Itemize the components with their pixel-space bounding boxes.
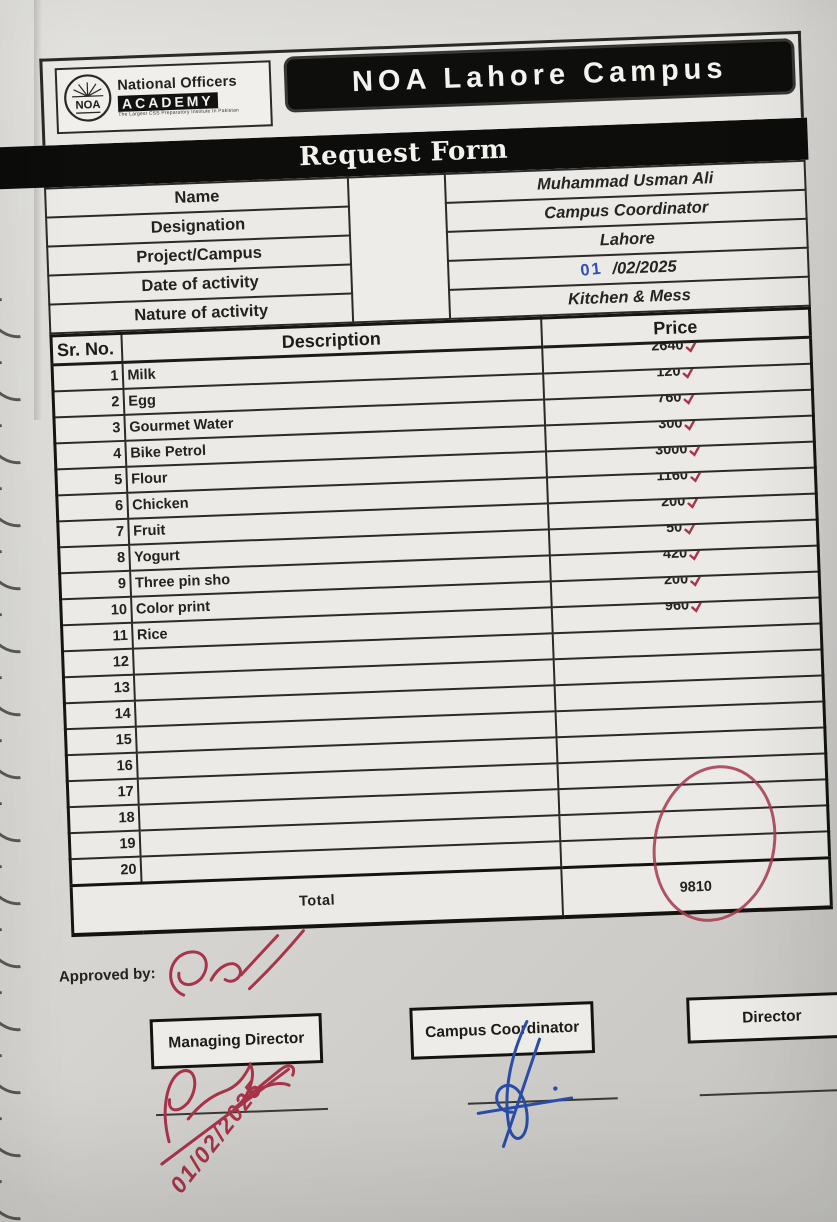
director-signature-line — [699, 1088, 837, 1097]
item-sr-no: 3 — [53, 414, 125, 444]
spiral-mark — [0, 793, 42, 851]
item-sr-no: 5 — [55, 466, 127, 496]
item-sr-no: 15 — [65, 726, 137, 756]
field-value-text: Campus Coordinator — [543, 198, 709, 223]
academy-logo-box: NOA National Officers ACADEMY The Larges… — [54, 60, 273, 135]
spiral-mark — [0, 1171, 42, 1222]
spiral-mark — [0, 541, 42, 599]
item-sr-no: 10 — [60, 596, 132, 626]
org-name: National Officers — [117, 73, 237, 95]
spiral-mark — [0, 856, 42, 914]
field-value-text: Muhammad Usman Ali — [536, 169, 714, 194]
managing-director-box: Managing Director — [149, 1013, 324, 1070]
form-header: NOA National Officers ACADEMY The Larges… — [39, 30, 804, 146]
item-sr-no: 13 — [63, 674, 135, 704]
item-sr-no: 20 — [70, 856, 142, 886]
field-spacer-cell — [347, 173, 451, 323]
campus-coordinator-box: Campus Coordinator — [409, 1001, 596, 1060]
item-sr-no: 4 — [54, 440, 126, 470]
campus-badge: NOA Lahore Campus — [284, 39, 796, 112]
total-value: 9810 — [560, 857, 832, 918]
academy-wordmark: National Officers ACADEMY The Largest CS… — [117, 73, 239, 119]
svg-text:NOA: NOA — [75, 98, 100, 111]
handwritten-day-blue: 01 — [579, 259, 604, 280]
spiral-mark — [0, 667, 42, 725]
approval-section: Approved by: Managing Director Campus Co… — [59, 909, 837, 1222]
campus-coordinator-signature-line — [467, 1097, 618, 1105]
spiral-mark — [0, 730, 42, 788]
item-sr-no: 6 — [56, 492, 128, 522]
item-sr-no: 14 — [64, 700, 136, 730]
form-sheet: NOA National Officers ACADEMY The Larges… — [0, 30, 837, 1208]
field-value-text: /02/2025 — [612, 257, 677, 278]
spiral-mark — [0, 1108, 42, 1166]
item-sr-no: 16 — [66, 752, 138, 782]
form-fields-table: Name Muhammad Usman Ali Designation Campus … — [44, 159, 811, 335]
campus-coordinator-label: Campus Coordinator — [424, 1018, 580, 1042]
item-sr-no: 11 — [61, 622, 133, 652]
item-row: 1 Milk 2640 — [52, 337, 812, 392]
item-sr-no: 18 — [68, 804, 140, 834]
item-sr-no: 2 — [52, 388, 124, 418]
paper-edge-shadow — [34, 0, 42, 420]
spiral-mark — [0, 415, 42, 473]
field-value-text: Kitchen & Mess — [567, 286, 692, 309]
handwritten-date-red: 01/02/2025 — [164, 1075, 269, 1198]
noa-emblem-icon: NOA — [61, 69, 115, 132]
item-sr-no: 8 — [58, 544, 130, 574]
spiral-mark — [0, 982, 42, 1040]
director-box: Director — [686, 991, 837, 1044]
spiral-mark — [0, 919, 42, 977]
spiral-mark — [0, 478, 42, 536]
approved-by-label: Approved by: — [58, 965, 156, 986]
director-label: Director — [741, 1007, 802, 1027]
items-table: Sr. No. Description Price 1 Milk 2640 2 Egg 1… — [49, 306, 833, 938]
item-sr-no: 17 — [67, 778, 139, 808]
notebook-spiral-binding — [0, 289, 46, 1222]
form-title: Request Form — [298, 134, 509, 173]
spiral-mark — [0, 604, 42, 662]
item-price: 2640 — [541, 337, 812, 374]
managing-director-label: Managing Director — [168, 1029, 305, 1052]
item-sr-no: 7 — [57, 518, 129, 548]
item-sr-no: 1 — [52, 362, 123, 392]
column-sr-no: Sr. No. — [50, 333, 122, 365]
field-value-text: Lahore — [599, 229, 656, 250]
spiral-mark — [0, 1045, 42, 1103]
item-sr-no: 9 — [59, 570, 131, 600]
item-sr-no: 19 — [69, 830, 141, 860]
item-sr-no: 12 — [62, 648, 134, 678]
